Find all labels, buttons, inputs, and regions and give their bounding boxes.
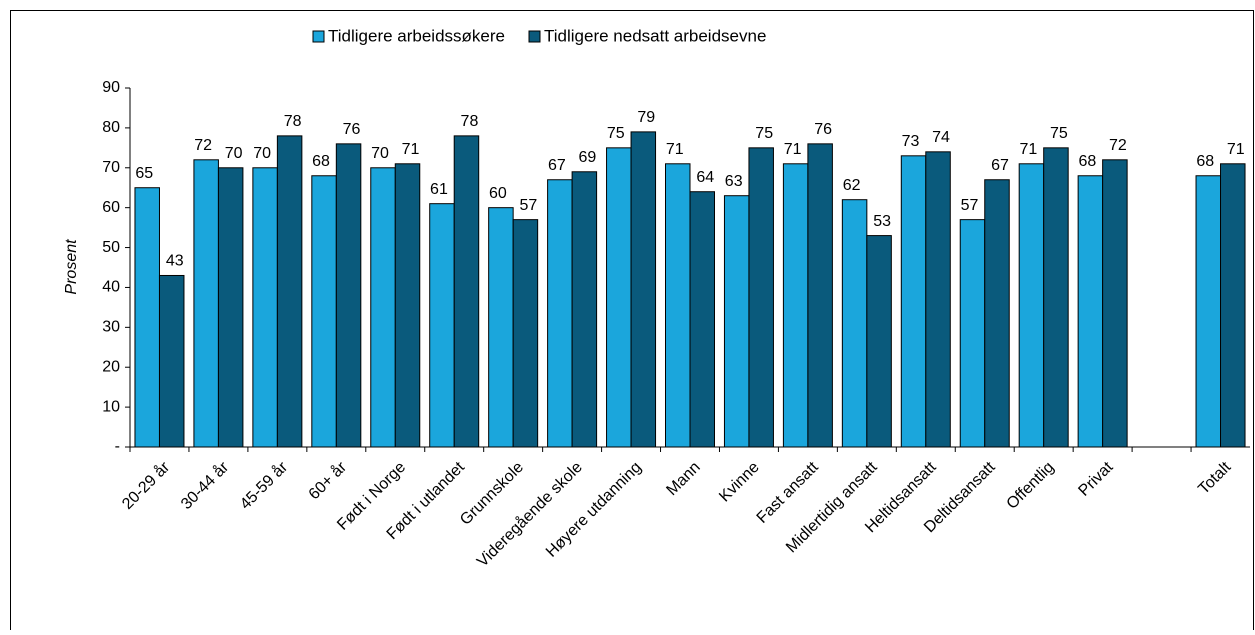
data-label: 78: [284, 113, 302, 130]
legend-swatch: [312, 30, 325, 43]
data-label: 75: [1050, 125, 1068, 142]
bar: [723, 195, 750, 448]
data-label: 68: [1196, 153, 1214, 170]
y-tick-label: -: [115, 438, 120, 455]
data-label: 67: [991, 157, 1009, 174]
bar: [134, 187, 160, 448]
data-label: 71: [402, 141, 420, 158]
bar: [807, 143, 833, 448]
data-label: 75: [607, 125, 625, 142]
legend-label: Tidligere arbeidssøkere: [328, 26, 505, 45]
data-label: 72: [1109, 137, 1127, 154]
bar: [311, 175, 337, 448]
bar: [1220, 163, 1246, 448]
legend-swatch: [528, 30, 541, 43]
data-label: 78: [461, 113, 479, 130]
data-label: 76: [814, 121, 832, 138]
y-tick-label: 80: [102, 119, 120, 136]
data-label: 57: [520, 197, 538, 214]
bar: [1018, 163, 1045, 448]
bar: [394, 163, 421, 448]
data-label: 72: [194, 137, 212, 154]
data-label: 79: [637, 109, 655, 126]
bar: [841, 199, 868, 448]
data-label: 68: [1078, 153, 1096, 170]
legend-label: Tidligere nedsatt arbeidsevne: [544, 26, 766, 45]
bar: [900, 155, 927, 448]
data-label: 65: [135, 165, 153, 182]
data-label: 74: [932, 129, 950, 146]
y-axis-label: Prosent: [63, 239, 80, 295]
y-tick-label: 10: [102, 398, 120, 415]
y-tick-label: 30: [102, 319, 120, 336]
bar: [866, 235, 892, 448]
data-label: 71: [1227, 141, 1245, 158]
bar: [571, 171, 598, 448]
bar: [512, 219, 539, 448]
bar: [665, 163, 691, 448]
data-label: 57: [961, 197, 979, 214]
y-tick-label: 20: [102, 358, 120, 375]
data-label: 63: [725, 173, 743, 190]
bar: [193, 159, 219, 448]
bar: [630, 131, 657, 448]
data-label: 69: [578, 149, 596, 166]
bar: [748, 147, 774, 448]
data-label: 61: [430, 181, 448, 198]
data-label: 53: [873, 213, 891, 230]
data-label: 43: [166, 253, 184, 270]
data-label: 73: [902, 133, 920, 150]
bar: [984, 179, 1010, 448]
bar: [1102, 159, 1128, 448]
y-tick-label: 60: [102, 199, 120, 216]
bar: [252, 167, 278, 448]
bar: [925, 151, 951, 448]
bar: [959, 219, 986, 448]
data-label: 67: [548, 157, 566, 174]
y-tick-label: 50: [102, 239, 120, 256]
data-label: 62: [843, 177, 861, 194]
data-label: 76: [343, 121, 361, 138]
bar: [1077, 175, 1104, 448]
bar: [217, 167, 244, 448]
bar: [158, 274, 185, 448]
bar: [276, 135, 303, 448]
bar: [335, 143, 362, 448]
bar: [1195, 175, 1222, 448]
data-label: 71: [666, 141, 684, 158]
bar: [370, 167, 396, 448]
data-label: 70: [253, 145, 271, 162]
bar: [689, 191, 715, 448]
bar: [606, 147, 632, 448]
y-tick-label: 90: [102, 79, 120, 96]
y-tick-label: 70: [102, 159, 120, 176]
bar: [429, 203, 455, 448]
data-label: 70: [225, 145, 243, 162]
data-label: 64: [696, 169, 714, 186]
data-label: 71: [1020, 141, 1038, 158]
data-label: 68: [312, 153, 330, 170]
bar: [453, 135, 480, 448]
data-label: 70: [371, 145, 389, 162]
bar: [782, 163, 809, 448]
data-label: 60: [489, 185, 507, 202]
data-label: 71: [784, 141, 802, 158]
y-tick-label: 40: [102, 279, 120, 296]
bar: [488, 207, 514, 448]
data-label: 75: [755, 125, 773, 142]
bar: [547, 179, 573, 448]
bar: [1043, 147, 1069, 448]
